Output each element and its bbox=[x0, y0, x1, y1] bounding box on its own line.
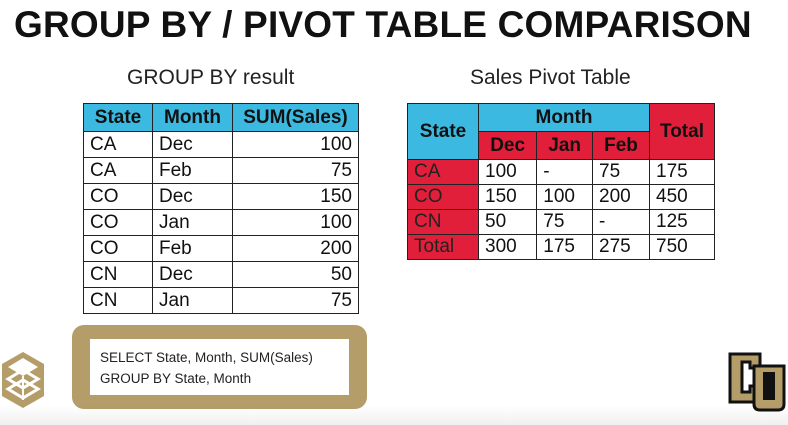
cell-sales: 200 bbox=[232, 235, 359, 262]
pivot-cell: 100 bbox=[536, 184, 593, 210]
table-row: Total 300 175 275 750 bbox=[407, 234, 715, 260]
pivot-cell: 175 bbox=[536, 234, 593, 260]
table-row: CA 100 - 75 175 bbox=[407, 159, 715, 185]
cell-sales: 100 bbox=[232, 209, 359, 236]
cell-state: CN bbox=[83, 287, 153, 314]
pivot-month-header: Month bbox=[478, 103, 650, 132]
pivot-table: State Month Total Dec Jan Feb CA 100 - 7… bbox=[407, 103, 715, 260]
cell-month: Jan bbox=[152, 287, 233, 314]
pivot-total-cell: 125 bbox=[649, 209, 715, 235]
pivot-total-cell: 750 bbox=[649, 234, 715, 260]
pivot-total-cell: 450 bbox=[649, 184, 715, 210]
pivot-cell: 300 bbox=[477, 234, 538, 260]
header-state: State bbox=[83, 103, 153, 132]
table-row: CO Feb 200 bbox=[83, 235, 359, 262]
cell-state: CN bbox=[83, 261, 153, 288]
pivot-cell: - bbox=[592, 209, 650, 235]
cell-month: Dec bbox=[152, 261, 233, 288]
pivot-cell: 100 bbox=[477, 159, 538, 185]
pivot-header-row-1: State Month Total bbox=[407, 103, 715, 160]
stacked-cube-logo-icon bbox=[0, 350, 46, 415]
group-by-subtitle: GROUP BY result bbox=[127, 66, 295, 89]
cell-month: Dec bbox=[152, 183, 233, 210]
pivot-cell: 200 bbox=[592, 184, 650, 210]
table-row: CN Dec 50 bbox=[83, 261, 359, 288]
table-row: CA Dec 100 bbox=[83, 131, 359, 158]
cell-state: CO bbox=[83, 209, 153, 236]
pivot-cell: 50 bbox=[477, 209, 538, 235]
pivot-month-dec: Dec bbox=[477, 131, 538, 160]
sql-line-select: SELECT State, Month, SUM(Sales) bbox=[100, 350, 313, 365]
cell-month: Jan bbox=[152, 209, 233, 236]
cell-sales: 100 bbox=[232, 131, 359, 158]
group-by-header-row: State Month SUM(Sales) bbox=[83, 103, 359, 132]
cell-month: Feb bbox=[152, 157, 233, 184]
pivot-cell: 75 bbox=[592, 159, 650, 185]
table-row: CN Jan 75 bbox=[83, 287, 359, 314]
table-row: CN 50 75 - 125 bbox=[407, 209, 715, 235]
header-month: Month bbox=[152, 103, 233, 132]
cell-state: CA bbox=[83, 131, 153, 158]
cell-sales: 150 bbox=[232, 183, 359, 210]
pivot-cell: 275 bbox=[592, 234, 650, 260]
group-by-table: State Month SUM(Sales) CA Dec 100 CA Feb… bbox=[83, 103, 359, 314]
bottom-shadow bbox=[0, 405, 788, 425]
cell-sales: 75 bbox=[232, 287, 359, 314]
header-sum-sales: SUM(Sales) bbox=[232, 103, 359, 132]
pivot-state-header: State bbox=[407, 103, 479, 160]
cell-state: CA bbox=[83, 157, 153, 184]
pivot-row-label: CO bbox=[407, 184, 479, 210]
pivot-header-row-2: Dec Jan Feb bbox=[408, 131, 715, 160]
cell-month: Feb bbox=[152, 235, 233, 262]
pivot-subtitle: Sales Pivot Table bbox=[470, 66, 631, 89]
table-row: CA Feb 75 bbox=[83, 157, 359, 184]
cell-sales: 75 bbox=[232, 157, 359, 184]
pivot-total-cell: 175 bbox=[649, 159, 715, 185]
sql-code-block: SELECT State, Month, SUM(Sales) GROUP BY… bbox=[90, 339, 349, 395]
pivot-row-label: CN bbox=[407, 209, 479, 235]
pivot-cell: - bbox=[536, 159, 593, 185]
table-row: CO Dec 150 bbox=[83, 183, 359, 210]
cell-sales: 50 bbox=[232, 261, 359, 288]
cell-state: CO bbox=[83, 183, 153, 210]
pivot-month-feb: Feb bbox=[592, 131, 650, 160]
pivot-row-label: Total bbox=[407, 234, 479, 260]
pivot-total-header: Total bbox=[649, 103, 715, 160]
pivot-cell: 150 bbox=[477, 184, 538, 210]
pivot-row-label: CA bbox=[407, 159, 479, 185]
cu-university-logo-icon bbox=[726, 348, 788, 417]
page-title: GROUP BY / PIVOT TABLE COMPARISON bbox=[14, 4, 752, 45]
cell-state: CO bbox=[83, 235, 153, 262]
sql-line-group-by: GROUP BY State, Month bbox=[100, 371, 252, 386]
table-row: CO 150 100 200 450 bbox=[407, 184, 715, 210]
cell-month: Dec bbox=[152, 131, 233, 158]
pivot-month-jan: Jan bbox=[536, 131, 593, 160]
sql-code-frame: SELECT State, Month, SUM(Sales) GROUP BY… bbox=[72, 325, 367, 409]
table-row: CO Jan 100 bbox=[83, 209, 359, 236]
pivot-cell: 75 bbox=[536, 209, 593, 235]
